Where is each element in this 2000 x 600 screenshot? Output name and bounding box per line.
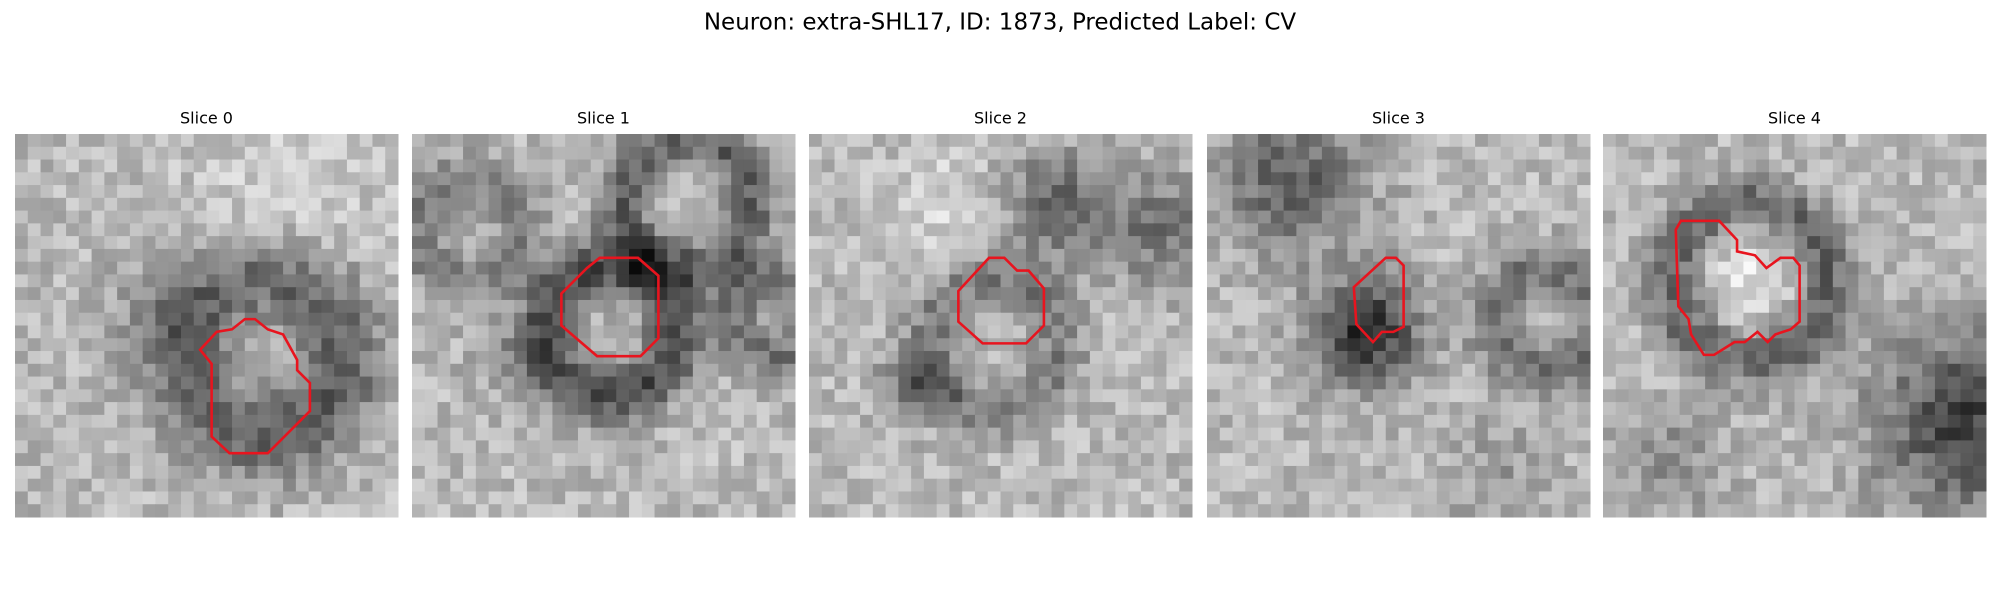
- panel-title: Slice 4: [1768, 109, 1821, 128]
- slice-panel: [809, 134, 1193, 518]
- panel-title: Slice 3: [1372, 109, 1425, 128]
- slice-panel: [412, 134, 796, 518]
- slice-image: [1207, 134, 1591, 518]
- slice-panel: [15, 134, 399, 518]
- roi-contour: [957, 256, 1046, 345]
- slice-panel: [1207, 134, 1591, 518]
- slice-image: [809, 134, 1193, 518]
- figure-title: Neuron: extra-SHL17, ID: 1873, Predicted…: [704, 10, 1297, 36]
- roi-contour: [1352, 256, 1405, 345]
- roi-contour: [198, 317, 312, 455]
- panel-title: Slice 0: [180, 109, 233, 128]
- roi-contour: [560, 256, 660, 358]
- slice-image: [412, 134, 796, 518]
- panel-title: Slice 1: [577, 109, 630, 128]
- slice-image: [1603, 134, 1987, 518]
- panel-title: Slice 2: [974, 109, 1027, 128]
- slice-image: [15, 134, 399, 518]
- slice-panel: [1603, 134, 1987, 518]
- roi-contour: [1674, 219, 1801, 357]
